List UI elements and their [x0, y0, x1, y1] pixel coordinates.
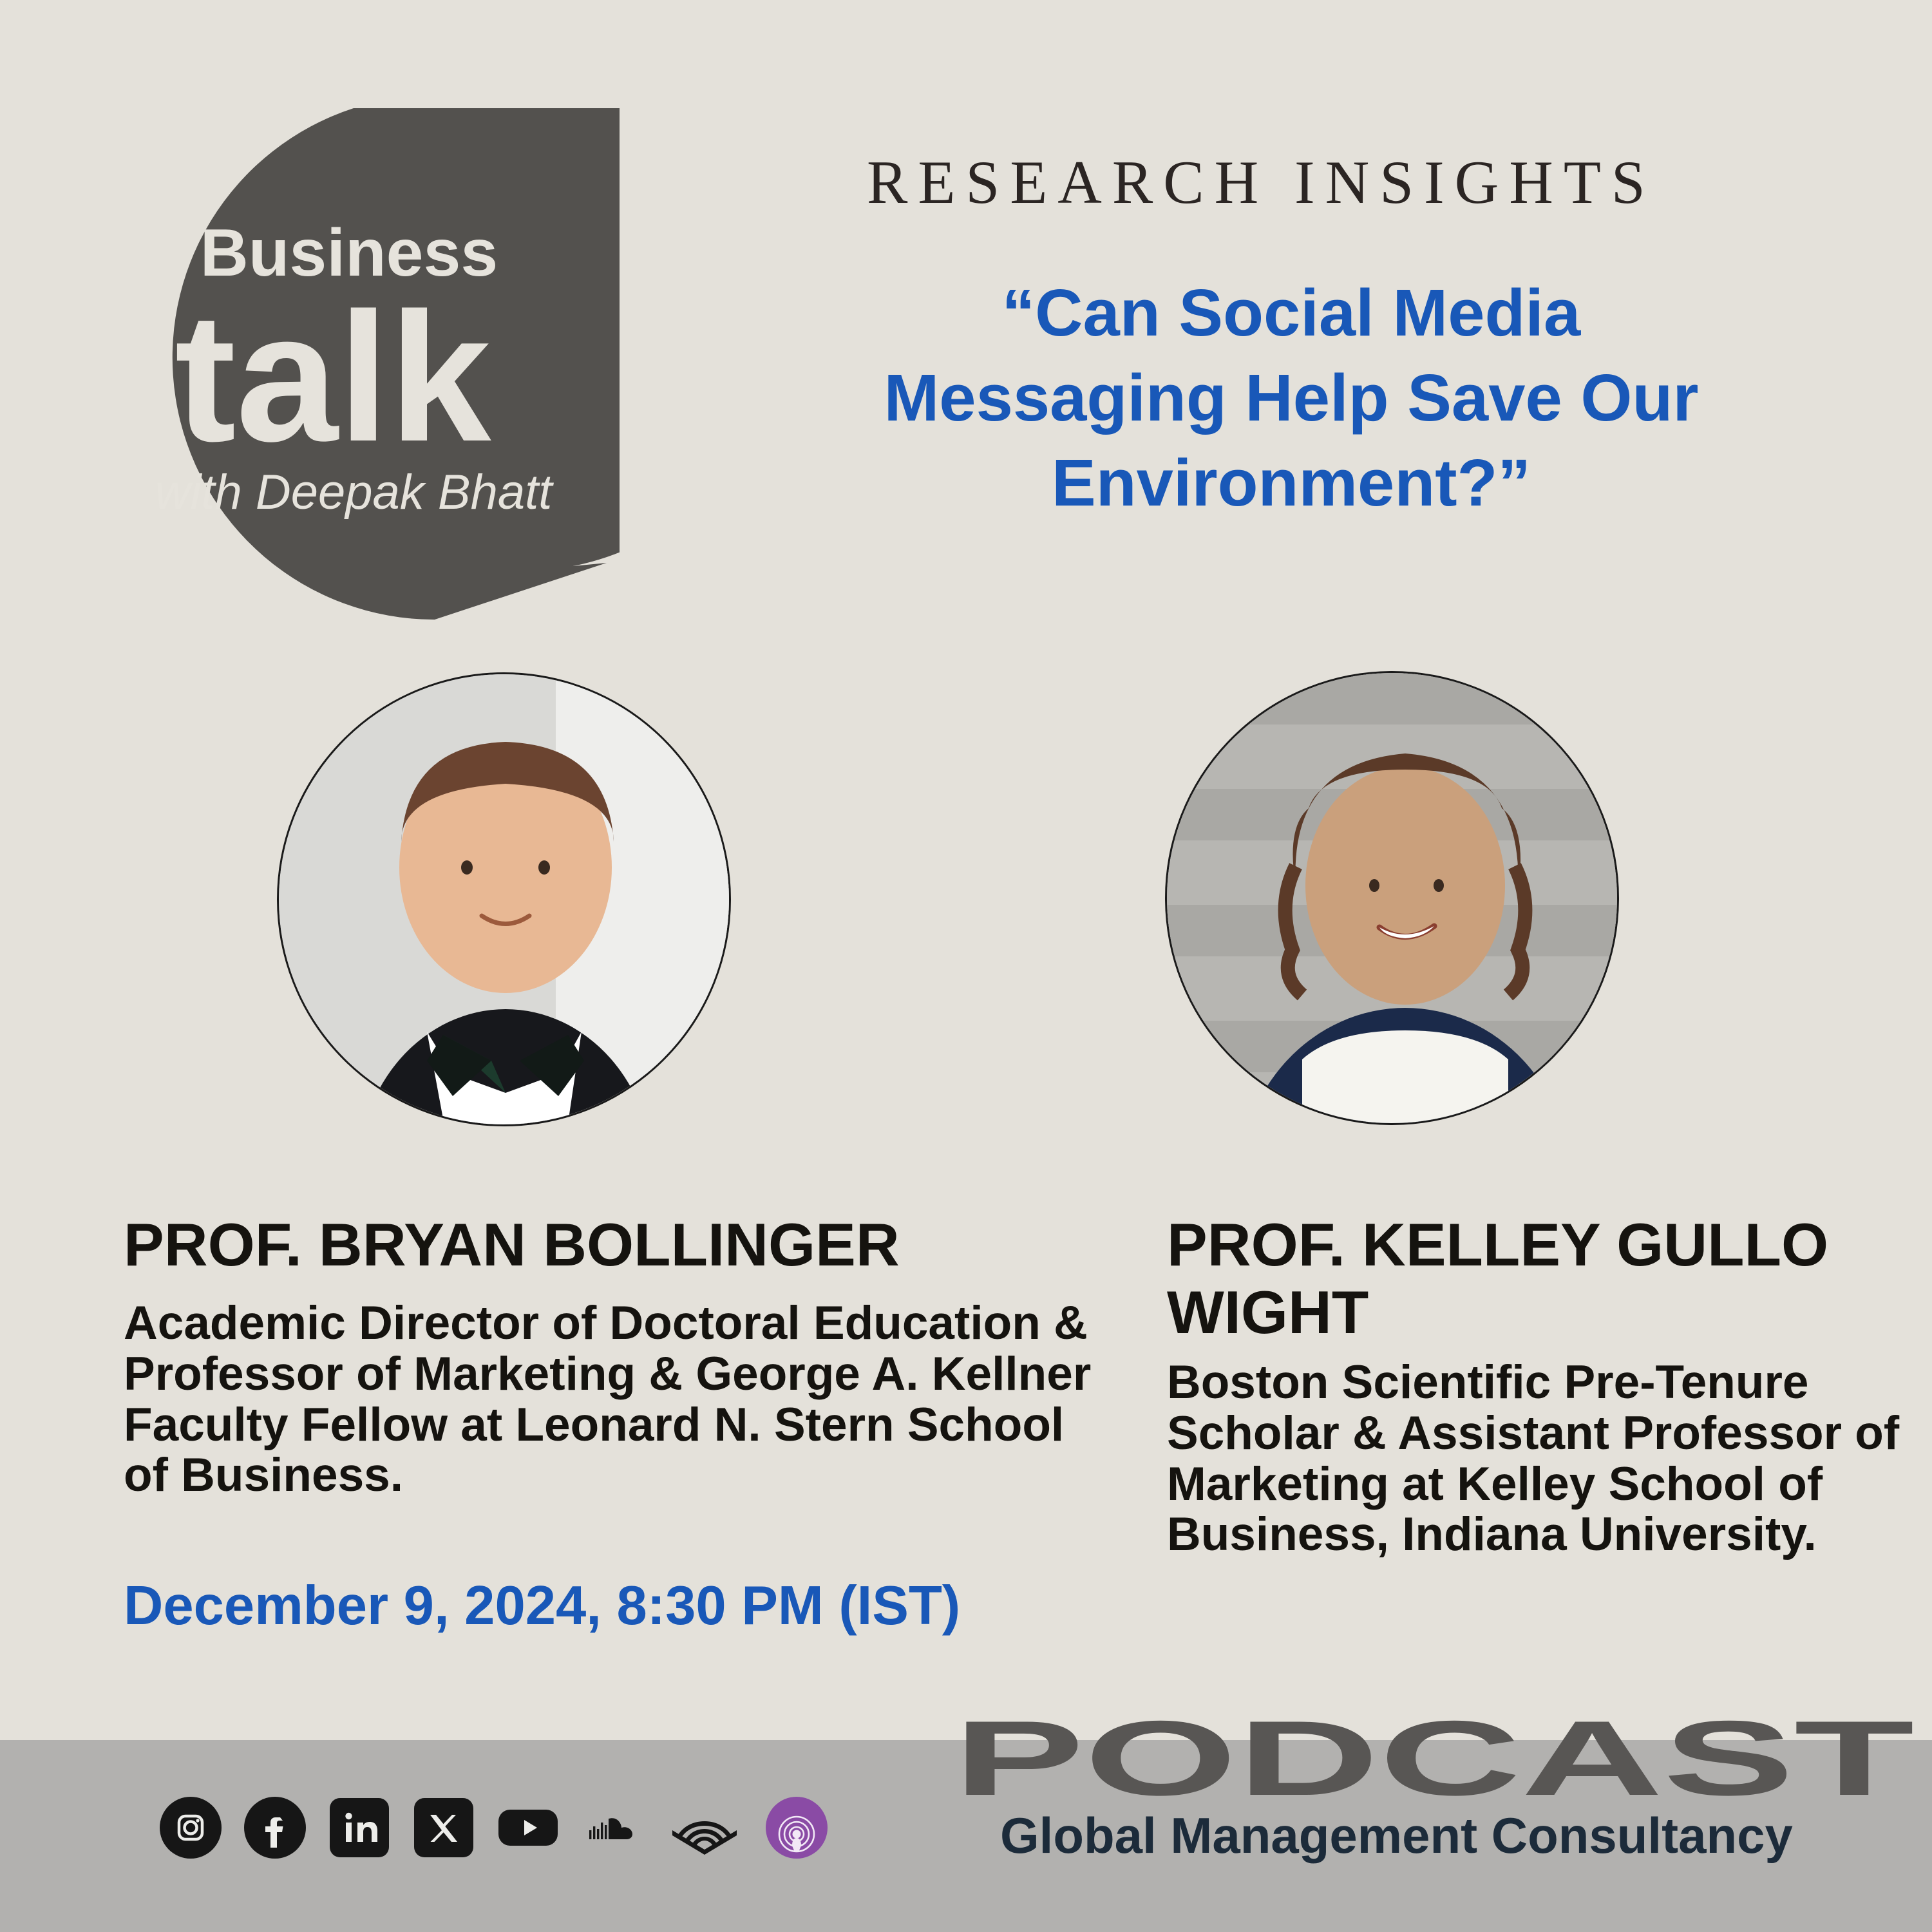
- svg-text:with Deepak Bhatt: with Deepak Bhatt: [155, 465, 554, 520]
- svg-text:talk: talk: [175, 275, 492, 480]
